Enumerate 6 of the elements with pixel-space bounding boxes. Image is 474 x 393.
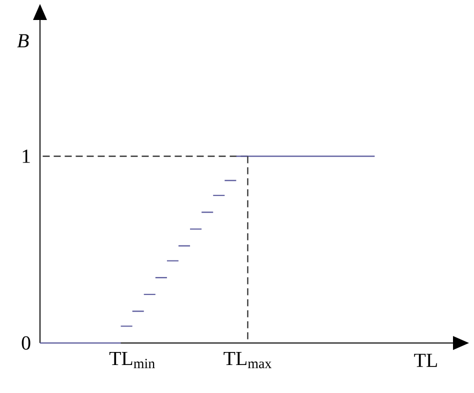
y-tick-label: 1: [22, 150, 30, 163]
x-tick-label: TL$_{max}$: [224, 352, 272, 368]
y-tick-label: 0: [22, 336, 30, 350]
x-tick-label: TL$_{min}$: [109, 352, 155, 368]
y-axis-title: B: [17, 34, 29, 48]
x-axis-title: TL: [414, 354, 437, 367]
